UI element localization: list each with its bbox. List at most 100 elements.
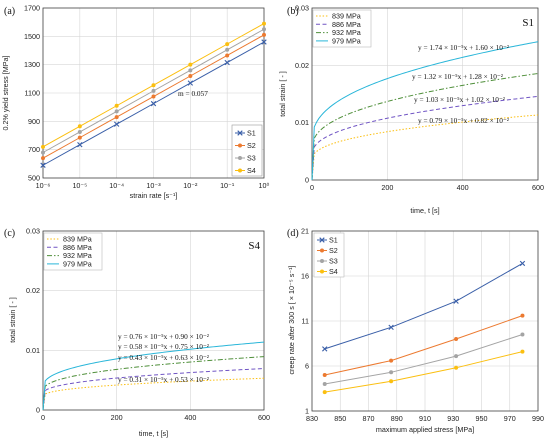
panel-c-legend-label: 839 MPa	[63, 235, 92, 244]
panel-c-xtick-label: 0	[41, 413, 45, 422]
panel-a-legend: S1 S2 S3 S4	[231, 124, 263, 177]
panel-d-point-s3	[322, 382, 327, 386]
panel-b-frame	[311, 7, 539, 181]
panel-a-point-s4	[114, 103, 119, 108]
panel-c-curve-932	[42, 356, 265, 411]
panel-b-xtick-label: 400	[457, 183, 469, 192]
panel-d-xtick-label: 970	[504, 414, 516, 423]
panel-c-legend-label: 886 MPa	[63, 243, 92, 252]
panel-a-point-s2	[262, 32, 266, 37]
panel-a-point-s2	[225, 53, 230, 58]
panel-b-curve-932	[311, 73, 539, 181]
panel-c-ylabel: total strain [ - ]	[8, 297, 17, 343]
panel-d-point-s3	[520, 332, 525, 337]
panel-a-xtick-label: 10⁻³	[146, 181, 161, 190]
panel-a-ytick-label: 700	[28, 145, 40, 154]
panel-a-xtick-label: 10⁻⁴	[109, 181, 124, 190]
panel-d-line-s2	[324, 315, 523, 376]
panel-c-legend-label: 979 MPa	[63, 259, 92, 268]
panel-a-xtick-label: 10⁻²	[183, 181, 198, 190]
panel-a-legend-marker	[238, 143, 242, 148]
panel-a-ytick-label: 1300	[24, 60, 40, 69]
panel-c-xlabel: time, t [s]	[139, 429, 168, 438]
panel-a-annotation-slope: m = 0.057	[178, 89, 208, 98]
panel-a-legend-label: S1	[247, 129, 256, 138]
panel-a-point-s1	[113, 121, 120, 127]
panel-b-ytick-label: 0.03	[295, 4, 309, 13]
panel-b: (b) 0 200 400 600 0 0.01 0.02 0.03 S1 y = 1.74 …	[278, 4, 544, 216]
panel-d-ytick-label: 6	[305, 362, 309, 371]
panel-b-ytick-label: 0.02	[295, 61, 309, 70]
panel-d-point-s3	[454, 354, 459, 359]
panel-a-frame	[42, 7, 265, 179]
panel-d-xtick-label: 930	[447, 414, 459, 423]
panel-d-series	[322, 260, 526, 395]
panel-d-label: (d)	[287, 228, 299, 239]
panel-a-point-s3	[114, 109, 119, 114]
panel-a-legend-marker	[238, 156, 242, 160]
panel-b-eq-886: y = 1.03 × 10⁻⁵x + 1.02 × 10⁻²	[414, 95, 506, 104]
panel-a-point-s2	[41, 156, 45, 161]
panel-d-point-s2	[389, 358, 394, 363]
panel-c-eq-839: y = 0.31 × 10⁻⁵x + 0.53 × 10⁻²	[118, 375, 210, 384]
panel-d-xtick-label: 830	[306, 414, 318, 423]
panel-c-eq-932: y = 0.58 × 10⁻⁵x + 0.75 × 10⁻²	[118, 342, 210, 351]
panel-b-legend-label: 932 MPa	[332, 28, 361, 37]
panel-d-point-s3	[389, 370, 394, 375]
panel-a-xlabel: strain rate [s⁻¹]	[130, 191, 178, 200]
panel-d-legend-label: S4	[329, 267, 338, 276]
panel-c-sample-tag: S4	[248, 240, 260, 252]
panel-a-label: (a)	[4, 6, 15, 17]
panel-a-point-s3	[151, 88, 156, 93]
panel-d-legend-marker	[320, 259, 324, 263]
panel-a-point-s3	[262, 27, 266, 32]
panel-a-ytick-label: 1100	[25, 89, 40, 98]
panel-d-frame	[311, 230, 539, 412]
panel-c-series	[42, 341, 265, 411]
panel-c-tick-labels: 0 200 400 600 0 0.01 0.02 0.03	[26, 227, 270, 423]
panel-a-ytick-label: 1500	[24, 32, 40, 41]
panel-d-point-s4	[454, 365, 459, 370]
panel-d-ytick-label: 16	[301, 272, 309, 281]
panel-a-legend-marker	[237, 130, 243, 136]
panel-a-xtick-label: 10⁻¹	[220, 181, 235, 190]
panel-d-ytick-label: 21	[301, 227, 309, 236]
panel-a-point-s2	[188, 74, 193, 78]
panel-c-curve-979	[42, 341, 265, 411]
panel-b-ylabel: total strain [ - ]	[278, 71, 287, 117]
panel-b-xtick-label: 0	[310, 183, 314, 192]
panel-d-point-s2	[322, 373, 327, 377]
panel-c-ytick-label: 0.03	[26, 227, 40, 236]
panel-d-line-s1	[324, 262, 523, 350]
panel-a-point-s4	[77, 124, 82, 129]
panel-d-legend-label: S3	[329, 257, 338, 266]
panel-a-point-s1	[187, 80, 194, 86]
panel-d-legend-marker	[319, 237, 325, 243]
panel-b-xtick-label: 600	[532, 183, 544, 192]
panel-d-xtick-label: 890	[391, 414, 403, 423]
panel-c-eq-979: y = 0.76 × 10⁻⁵x + 0.90 × 10⁻²	[118, 332, 210, 341]
panel-b-xlabel: time, t [s]	[410, 206, 439, 215]
panel-a-point-s1	[40, 162, 46, 168]
panel-d-xtick-label: 990	[532, 414, 544, 423]
panel-a-xtick-label: 10⁻⁵	[72, 181, 87, 190]
panel-a-legend-marker	[238, 168, 242, 173]
panel-d-ytick-label: 1	[305, 407, 309, 416]
panel-b-eq-839: y = 0.79 × 10⁻⁵x + 0.82 × 10⁻²	[418, 116, 510, 125]
panel-a-ytick-label: 900	[28, 117, 40, 126]
panel-b-ytick-label: 0.01	[295, 118, 309, 127]
panel-b-eq-932: y = 1.32 × 10⁻⁵x + 1.28 × 10⁻²	[412, 72, 504, 81]
panel-d-xtick-label: 850	[334, 414, 346, 423]
panel-a-xtick-label: 10⁻⁶	[36, 181, 51, 190]
panel-b-eq-979: y = 1.74 × 10⁻⁵x + 1.60 × 10⁻²	[418, 43, 510, 52]
panel-b-legend-label: 886 MPa	[332, 20, 361, 29]
panel-a-point-s4	[188, 62, 193, 67]
panel-d-point-s4	[322, 390, 327, 395]
panel-a-point-s1	[150, 100, 157, 107]
panel-a-point-s4	[41, 144, 45, 149]
panel-d-legend-label: S1	[329, 236, 338, 245]
panel-d-xtick-label: 950	[476, 414, 488, 423]
